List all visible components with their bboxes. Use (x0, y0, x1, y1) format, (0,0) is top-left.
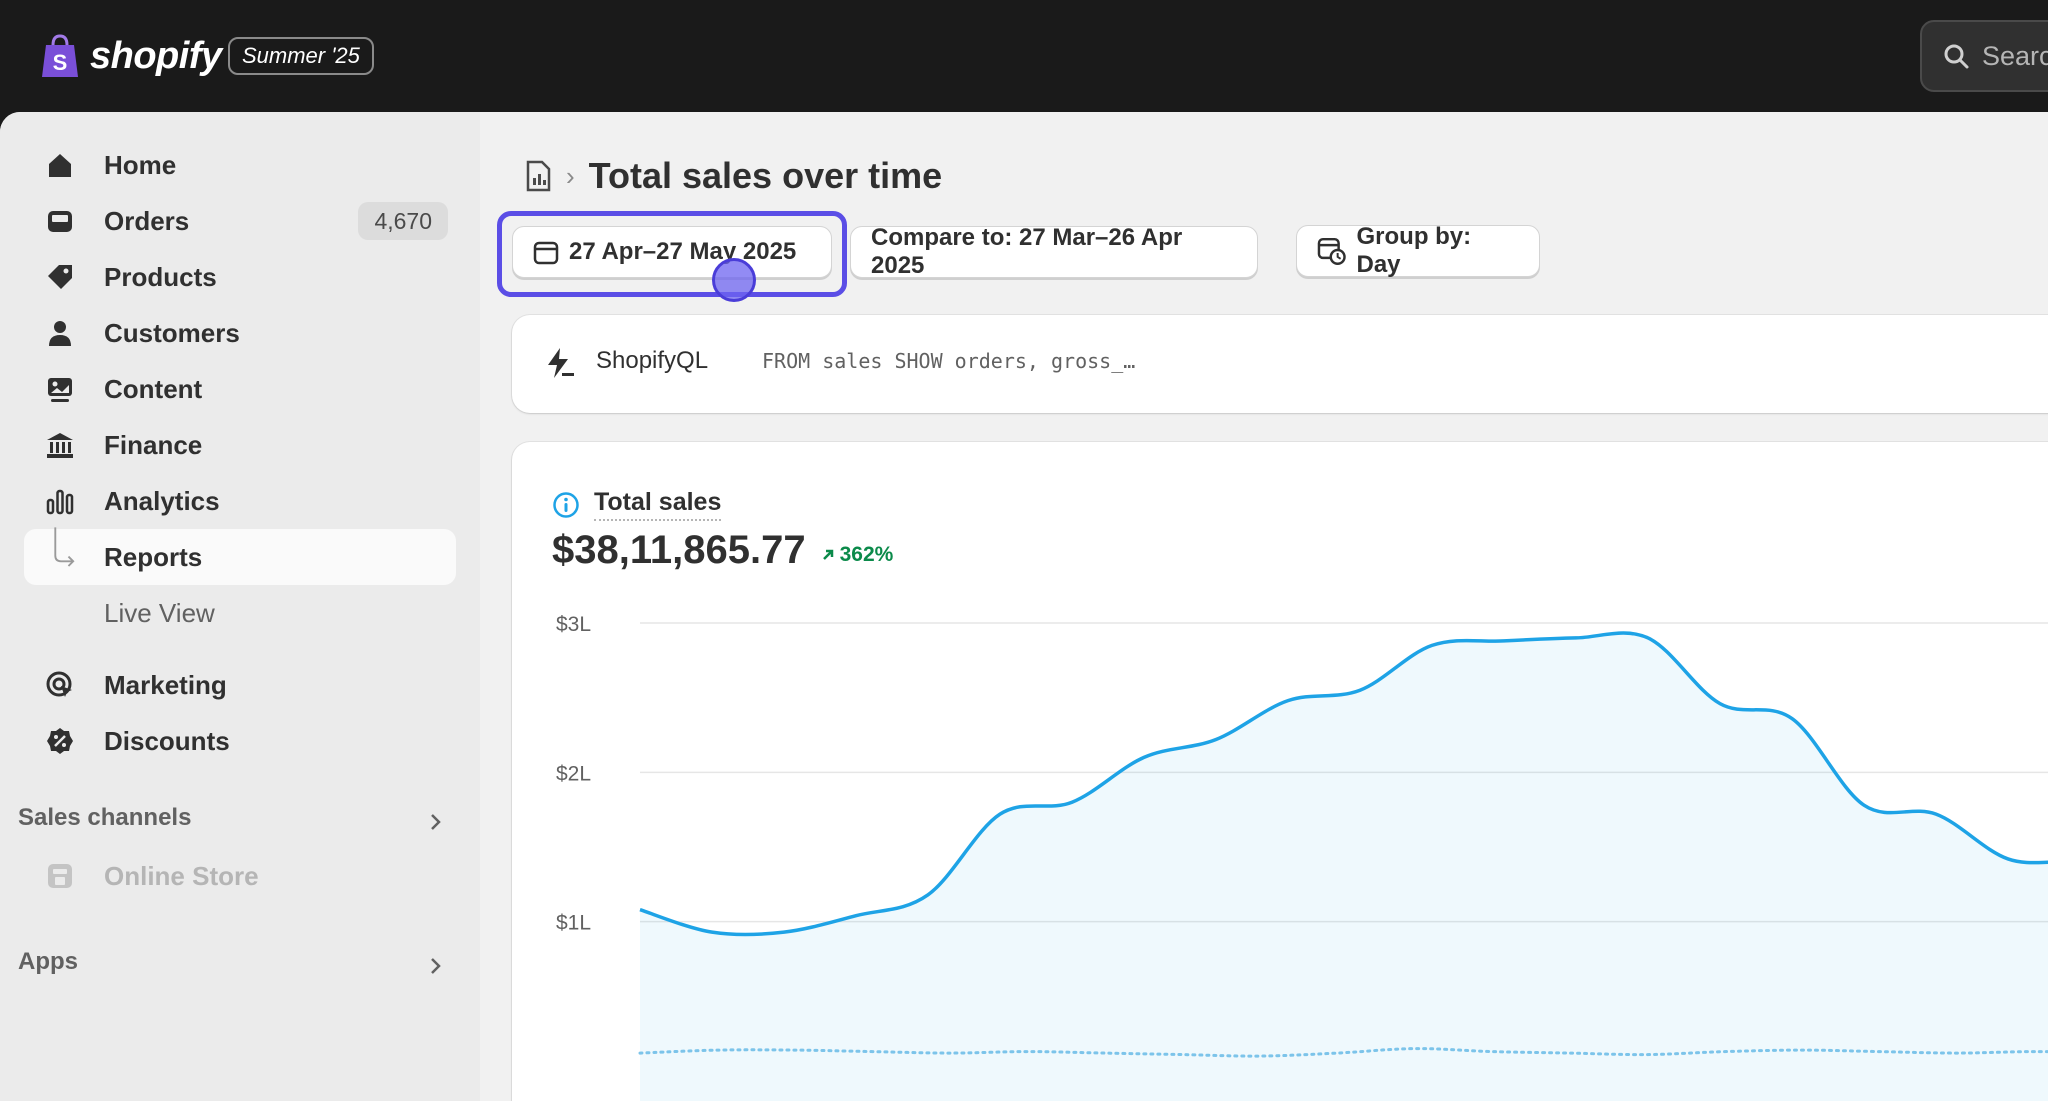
compare-button[interactable]: Compare to: 27 Mar–26 Apr 2025 (850, 224, 1258, 279)
sidebar-item-online-store[interactable]: Online Store (24, 848, 456, 904)
chevron-right-icon[interactable] (424, 810, 448, 834)
sidebar-item-label: Customers (104, 317, 240, 348)
sidebar-item-live-view[interactable]: Live View (24, 585, 456, 641)
top-bar: S shopify Summer '25 Search (0, 0, 2048, 112)
sidebar-item-marketing[interactable]: Marketing (24, 657, 456, 713)
shopifyql-label: ShopifyQL (596, 347, 709, 374)
sidebar-item-finance[interactable]: Finance (24, 417, 456, 473)
group-by-button[interactable]: Group by: Day (1296, 223, 1540, 278)
arrow-up-right-icon (822, 549, 833, 560)
sales-channels-heading[interactable]: Sales channels (18, 804, 192, 831)
metric-header: Total sales (552, 488, 722, 521)
sales-line-chart[interactable]: $3L $2L $1L (512, 442, 2048, 1101)
sidebar-item-label: Analytics (104, 485, 220, 516)
sidebar-item-products[interactable]: Products (24, 249, 456, 305)
search-icon (1944, 44, 1969, 69)
sidebar-item-label: Reports (104, 541, 203, 572)
series-area (640, 632, 2048, 1101)
sidebar-item-reports[interactable]: Reports (24, 527, 456, 585)
compare-label: Compare to: 27 Mar–26 Apr 2025 (871, 224, 1183, 279)
sidebar-item-orders[interactable]: Orders 4,670 (24, 193, 456, 249)
person-icon (44, 317, 76, 349)
chevron-right-icon: › (566, 160, 575, 191)
page-title: Total sales over time (588, 155, 943, 196)
tag-icon (44, 261, 76, 293)
inbox-icon (44, 205, 76, 237)
metric-change-value: 362% (839, 543, 894, 566)
metric-value: $38,11,865.77 (552, 528, 806, 572)
date-range-button[interactable]: 27 Apr–27 May 2025 (512, 226, 832, 278)
date-range-label: 27 Apr–27 May 2025 (569, 238, 797, 265)
search-bar[interactable]: Search (1920, 20, 2048, 92)
sidebar-item-label: Orders (104, 205, 190, 236)
y-tick-label: $2L (556, 762, 591, 785)
info-icon[interactable] (552, 491, 580, 519)
sidebar-item-label: Finance (104, 429, 203, 460)
bank-icon (44, 429, 76, 461)
app-shell: Home Orders 4,670 Products Customers Con… (0, 112, 2048, 1101)
sidebar-item-content[interactable]: Content (24, 361, 456, 417)
total-sales-card: Total sales $38,11,865.77 362% $3L $2L $1L (512, 442, 2048, 1101)
sidebar-item-home[interactable]: Home (24, 137, 456, 193)
report-icon[interactable] (524, 160, 552, 192)
sidebar-item-label: Home (104, 149, 177, 180)
apps-heading[interactable]: Apps (18, 948, 78, 975)
y-tick-label: $1L (556, 912, 591, 935)
store-icon (44, 860, 76, 892)
brand-name: shopify (90, 34, 222, 77)
breadcrumb: › Total sales over time (524, 152, 942, 200)
query-code[interactable]: FROM sales SHOW orders, gross_… (762, 349, 1136, 373)
shopify-bag-icon: S (42, 34, 78, 77)
edition-badge[interactable]: Summer '25 (228, 37, 374, 75)
sidebar-item-analytics[interactable]: Analytics (24, 473, 456, 529)
calendar-clock-icon (1317, 237, 1346, 266)
search-placeholder: Search (1982, 40, 2048, 71)
sidebar-item-label: Discounts (104, 725, 230, 756)
sidebar-item-discounts[interactable]: Discounts (24, 713, 456, 769)
sidebar-item-label: Marketing (104, 669, 227, 700)
mouse-cursor (712, 258, 756, 302)
sidebar-item-label: Content (104, 373, 203, 404)
shopify-logo[interactable]: S shopify (40, 32, 222, 80)
group-by-label: Group by: Day (1356, 223, 1472, 278)
calendar-icon (533, 241, 559, 265)
metric-value-row: $38,11,865.77 362% (552, 528, 893, 573)
main-content: › Total sales over time 27 Apr–27 May 20… (480, 112, 2048, 1101)
target-icon (44, 669, 76, 701)
metric-label[interactable]: Total sales (594, 488, 722, 521)
image-icon (44, 373, 76, 405)
chevron-right-icon[interactable] (424, 954, 448, 978)
y-tick-label: $3L (556, 613, 591, 636)
home-icon (44, 149, 76, 181)
sidebar-item-customers[interactable]: Customers (24, 305, 456, 361)
focus-highlight (497, 211, 847, 297)
sidebar-item-label: Live View (104, 597, 215, 628)
sub-arrow-icon (44, 527, 76, 573)
shopifyql-bar[interactable]: ShopifyQL FROM sales SHOW orders, gross_… (512, 315, 2048, 413)
metric-change: 362% (820, 543, 894, 567)
sidebar-item-label: Online Store (104, 860, 259, 891)
svg-text:S: S (53, 50, 68, 75)
sidebar: Home Orders 4,670 Products Customers Con… (0, 112, 480, 1101)
series-line-primary (639, 631, 2048, 937)
series-line-comparison (638, 1047, 2048, 1058)
bar-chart-icon (44, 485, 76, 517)
discount-icon (44, 725, 76, 757)
orders-count-badge: 4,670 (358, 202, 448, 240)
lightning-icon (548, 348, 574, 378)
sidebar-item-label: Products (104, 261, 217, 292)
